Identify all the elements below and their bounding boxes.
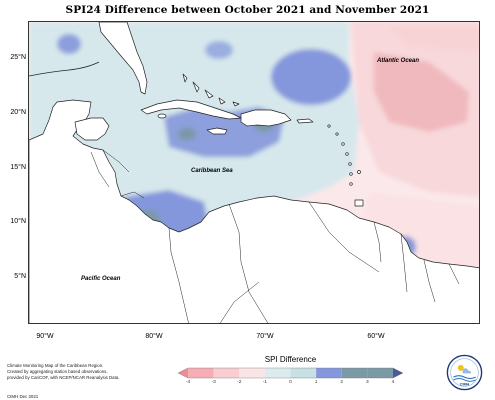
lon-label-90w: 90°W	[36, 333, 54, 340]
pacific-ocean-label: Pacific Ocean	[81, 276, 121, 282]
logo-text: CIMH	[460, 382, 470, 386]
atlantic-ocean-label: Atlantic Ocean	[376, 58, 419, 64]
credits-text: Climate Monitoring Map of the Caribbean …	[7, 363, 157, 400]
legend-tick-label: -2	[237, 380, 242, 385]
legend-swatch	[264, 368, 291, 378]
lon-label-80w: 80°W	[145, 333, 163, 340]
lat-label-20n: 20°N	[10, 109, 26, 116]
lat-label-25n: 25°N	[10, 54, 26, 61]
legend-arrow-low	[178, 368, 188, 378]
legend-swatch	[341, 368, 368, 378]
legend-tick-label: -3	[211, 380, 216, 385]
legend-swatch	[188, 368, 214, 378]
lat-label-5n: 5°N	[14, 273, 26, 280]
map-title: SPI24 Difference between October 2021 an…	[65, 4, 430, 16]
cloud-icon	[462, 368, 472, 374]
legend-arrow-high	[393, 368, 403, 378]
legend-tick-label: 2	[340, 380, 344, 385]
lat-label-15n: 15°N	[10, 164, 26, 171]
legend-swatch	[316, 368, 342, 378]
lon-label-70w: 70°W	[256, 333, 274, 340]
credits-line-2: Created by aggregating station based obs…	[7, 369, 108, 374]
legend-swatch	[239, 368, 265, 378]
map-frame[interactable]: Atlantic Ocean Caribbean Sea Pacific Oce…	[28, 21, 480, 324]
legend-swatch	[290, 368, 317, 378]
sun-icon	[457, 364, 464, 371]
legend-swatch	[367, 368, 393, 378]
legend-tick-label: 1	[314, 380, 318, 385]
legend-tick-label: 4	[391, 380, 395, 385]
lon-label-60w: 60°W	[367, 333, 385, 340]
credits-line-3: provided by CariCOF, with NCEP/NCAR Rean…	[7, 375, 120, 380]
legend-tick-label: 0	[289, 380, 292, 385]
lat-label-10n: 10°N	[10, 218, 26, 225]
cimh-logo: CIMH	[446, 354, 483, 391]
credits-line-1: Climate Monitoring Map of the Caribbean …	[7, 363, 104, 368]
legend-tick-label: -4	[185, 380, 191, 385]
credits-date: CIMH Dec 2021	[7, 394, 39, 399]
spi-map[interactable]: Atlantic Ocean Caribbean Sea Pacific Oce…	[29, 22, 480, 324]
legend-tick-label: -1	[262, 380, 267, 385]
legend-tick-label: 3	[366, 380, 369, 385]
caribbean-sea-label: Caribbean Sea	[191, 168, 233, 174]
legend-swatch	[213, 368, 240, 378]
legend-colorbar	[178, 367, 403, 379]
legend-title: SPI Difference	[264, 355, 317, 364]
